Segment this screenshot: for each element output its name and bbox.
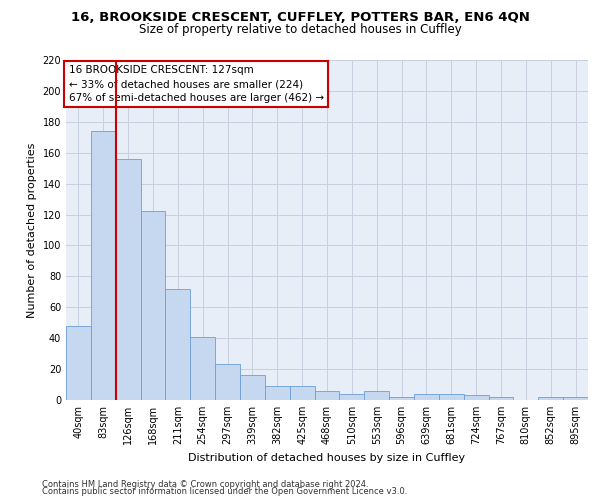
Bar (215, 364, 240, 400)
Bar (190, 336, 215, 400)
Text: 16 BROOKSIDE CRESCENT: 127sqm
← 33% of detached houses are smaller (224)
67% of : 16 BROOKSIDE CRESCENT: 127sqm ← 33% of d… (68, 65, 324, 103)
Bar (91, 131, 116, 400)
X-axis label: Distribution of detached houses by size in Cuffley: Distribution of detached houses by size … (188, 452, 466, 462)
Bar (488, 397, 514, 400)
Bar (364, 390, 389, 400)
Y-axis label: Number of detached properties: Number of detached properties (27, 142, 37, 318)
Bar (439, 394, 464, 400)
Bar (290, 386, 314, 400)
Bar (464, 396, 488, 400)
Bar (66, 326, 91, 400)
Bar (116, 159, 140, 400)
Bar (166, 288, 190, 400)
Text: Size of property relative to detached houses in Cuffley: Size of property relative to detached ho… (139, 22, 461, 36)
Bar (140, 212, 166, 400)
Bar (538, 397, 563, 400)
Bar (563, 397, 588, 400)
Bar (389, 397, 414, 400)
Bar (414, 394, 439, 400)
Bar (265, 386, 290, 400)
Bar (240, 376, 265, 400)
Text: Contains HM Land Registry data © Crown copyright and database right 2024.: Contains HM Land Registry data © Crown c… (42, 480, 368, 489)
Text: Contains public sector information licensed under the Open Government Licence v3: Contains public sector information licen… (42, 487, 407, 496)
Text: 16, BROOKSIDE CRESCENT, CUFFLEY, POTTERS BAR, EN6 4QN: 16, BROOKSIDE CRESCENT, CUFFLEY, POTTERS… (71, 11, 529, 24)
Bar (314, 390, 340, 400)
Bar (340, 394, 364, 400)
